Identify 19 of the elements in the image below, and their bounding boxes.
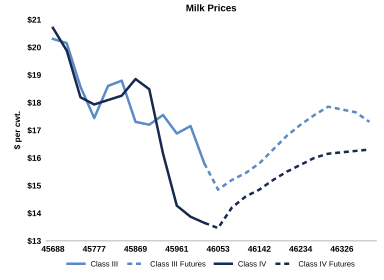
y-tick-label: $15 [27, 182, 41, 190]
y-tick-label: $18 [27, 99, 41, 106]
y-tick-label: $14 [27, 210, 42, 217]
x-tick-label: 45777 [82, 246, 106, 252]
y-axis-title: $ per cwt. [14, 112, 22, 150]
x-tick-label: 45869 [124, 246, 147, 252]
x-tick-label: 45961 [165, 246, 188, 252]
y-tick-label: $20 [27, 44, 41, 51]
y-tick-label: $21 [27, 16, 41, 24]
chart-title: Milk Prices [186, 4, 236, 12]
y-tick-label: $13 [27, 238, 41, 244]
x-tick-label: 46234 [289, 246, 312, 252]
y-tick-label: $19 [27, 72, 41, 79]
y-tick-label: $17 [27, 127, 41, 134]
y-tick-label: $16 [27, 154, 41, 162]
x-tick-label: 45688 [42, 246, 64, 252]
x-tick-label: 46326 [330, 246, 354, 252]
x-tick-label: 46142 [248, 246, 271, 252]
x-tick-label: 46053 [206, 246, 230, 252]
